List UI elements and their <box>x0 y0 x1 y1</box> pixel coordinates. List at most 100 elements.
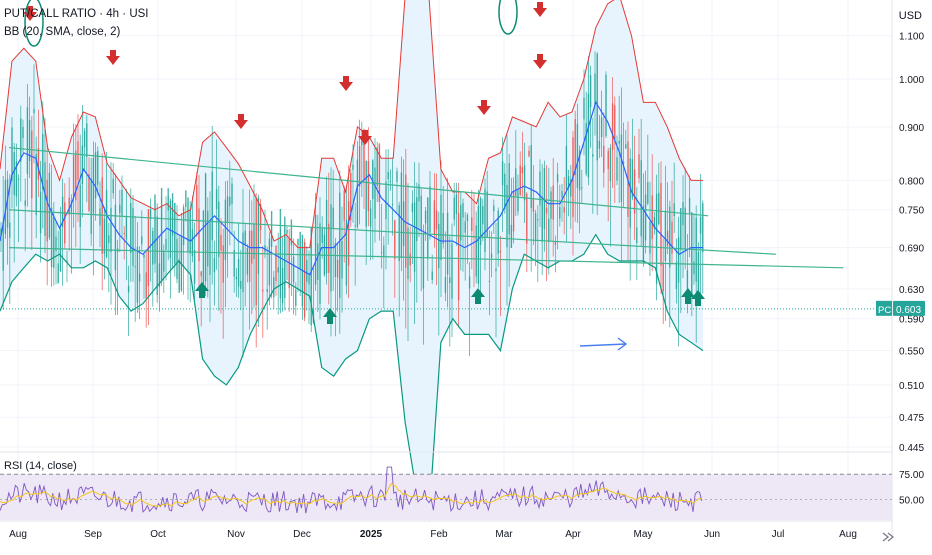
candle-body <box>275 245 277 282</box>
candle-body <box>374 167 376 219</box>
candle-body <box>435 210 438 230</box>
candle-body <box>389 181 392 183</box>
candle-body <box>158 263 161 288</box>
candle-body <box>669 206 671 268</box>
candle-body <box>664 210 667 261</box>
candle-body <box>396 171 398 182</box>
candle-body <box>521 167 524 174</box>
legend-separator: · <box>99 8 104 20</box>
symbol-legend[interactable]: PUT/CALL RATIO · 4h · USI <box>4 8 149 20</box>
candle-body <box>402 201 405 246</box>
candle-body <box>244 230 246 245</box>
candle-body <box>200 271 202 277</box>
candle-body <box>510 225 513 248</box>
candle-body <box>356 159 359 228</box>
candle-body <box>433 200 436 235</box>
candle-body <box>385 181 387 220</box>
candle-body <box>515 168 517 196</box>
candle-body <box>556 173 559 183</box>
price-tick-label: 1.100 <box>899 32 924 43</box>
candle-body <box>413 202 416 272</box>
candle-body <box>479 197 482 246</box>
candle-body <box>407 227 409 280</box>
candle-body <box>655 194 658 285</box>
candle-body <box>440 194 442 261</box>
candle-body <box>686 270 689 301</box>
candle-body <box>66 260 68 263</box>
candle-body <box>574 119 576 176</box>
candle-body <box>578 150 581 191</box>
candle-body <box>317 243 319 280</box>
candle-body <box>693 261 695 275</box>
candle-body <box>121 189 123 216</box>
candle-body <box>145 272 147 298</box>
candle-body <box>119 204 121 214</box>
candle-body <box>427 197 429 259</box>
candle-body <box>202 210 205 285</box>
candle-body <box>488 280 491 282</box>
candle-body <box>77 141 79 180</box>
candle-body <box>596 53 598 161</box>
candle-body <box>611 103 614 150</box>
candle-body <box>48 172 51 238</box>
bb-legend[interactable]: BB (20, SMA, close, 2) <box>4 26 121 38</box>
scroll-to-realtime-icon[interactable] <box>880 530 895 544</box>
candle-body <box>182 207 185 246</box>
candle-body <box>429 186 431 233</box>
candle-body <box>594 73 596 106</box>
candle-body <box>394 220 396 260</box>
candle-body <box>528 150 530 157</box>
candle-body <box>290 219 293 246</box>
bb-basis-line <box>0 100 703 276</box>
down-arrow-icon <box>477 100 491 115</box>
time-tick-label: May <box>634 529 653 540</box>
candle-body <box>605 74 607 137</box>
candle-body <box>284 216 286 299</box>
price-tick-label: 0.445 <box>899 443 924 454</box>
candle-body <box>589 75 592 108</box>
candle-body <box>292 256 295 283</box>
candle-body <box>55 236 57 252</box>
candle-body <box>191 229 194 257</box>
candle-body <box>156 216 158 295</box>
candle-body <box>477 205 480 284</box>
candle-body <box>585 122 587 174</box>
candle-body <box>31 130 33 199</box>
candle-body <box>376 147 378 186</box>
candle-body <box>207 210 209 267</box>
candle-body <box>640 160 642 237</box>
candle-body <box>6 179 9 228</box>
candle-body <box>466 214 469 222</box>
candle-body <box>281 267 284 304</box>
candle-body <box>352 164 354 170</box>
candle-body <box>262 289 264 292</box>
candle-body <box>42 134 44 190</box>
candle-body <box>211 171 213 241</box>
down-arrow-icon <box>234 114 248 129</box>
currency-label[interactable]: USD <box>898 10 922 22</box>
candle-body <box>226 196 229 223</box>
candle-body <box>523 165 526 201</box>
candle-body <box>658 192 660 225</box>
candle-body <box>134 266 136 268</box>
candle-body <box>684 207 686 251</box>
price-tick-label: 0.590 <box>899 315 924 326</box>
candle-body <box>600 117 603 137</box>
time-tick-label: 2025 <box>360 529 383 540</box>
candle-body <box>220 234 222 251</box>
candle-body <box>649 222 651 254</box>
candle-body <box>240 280 242 289</box>
time-tick-label: Aug <box>9 529 27 540</box>
candle-body <box>59 228 62 272</box>
candle-body <box>152 230 154 265</box>
candle-body <box>561 191 563 198</box>
candle-body <box>64 202 66 244</box>
candle-body <box>297 239 299 246</box>
candle-body <box>581 187 583 189</box>
candle-body <box>642 205 645 264</box>
candle-body <box>677 237 680 283</box>
rsi-legend[interactable]: RSI (14, close) <box>4 460 77 472</box>
rsi-tick-50: 50.00 <box>899 496 924 507</box>
